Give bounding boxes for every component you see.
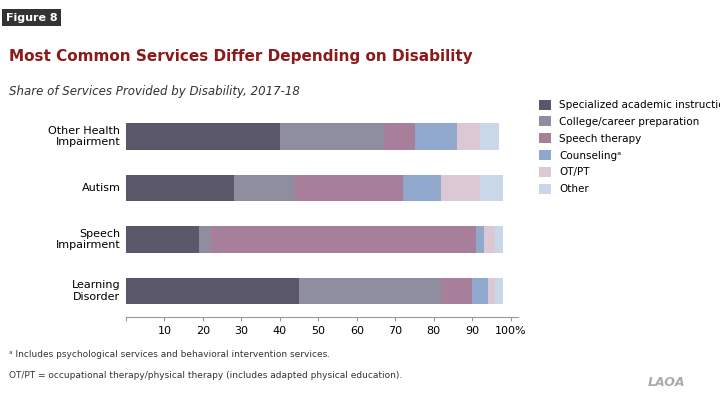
Bar xyxy=(472,278,487,305)
Legend: Specialized academic instruction, College/career preparation, Speech therapy, Co: Specialized academic instruction, Colleg… xyxy=(539,100,720,194)
Bar xyxy=(126,175,234,202)
Bar xyxy=(234,175,295,202)
Bar xyxy=(484,226,495,253)
Text: Figure 8: Figure 8 xyxy=(6,13,58,23)
Bar xyxy=(480,123,499,150)
Bar xyxy=(457,123,480,150)
Bar xyxy=(280,123,384,150)
Bar xyxy=(415,123,457,150)
Bar xyxy=(403,175,441,202)
Bar xyxy=(211,226,476,253)
Bar xyxy=(480,175,503,202)
Bar xyxy=(441,175,480,202)
Bar xyxy=(384,123,415,150)
Bar xyxy=(126,123,280,150)
Text: ᵃ Includes psychological services and behavioral intervention services.: ᵃ Includes psychological services and be… xyxy=(9,350,330,360)
Bar xyxy=(495,226,503,253)
Bar xyxy=(476,226,484,253)
Bar xyxy=(487,278,495,305)
Text: Most Common Services Differ Depending on Disability: Most Common Services Differ Depending on… xyxy=(9,50,472,65)
Bar xyxy=(199,226,211,253)
Bar xyxy=(126,278,299,305)
Bar xyxy=(495,278,503,305)
Bar xyxy=(299,278,441,305)
Bar xyxy=(295,175,403,202)
Text: Share of Services Provided by Disability, 2017-18: Share of Services Provided by Disability… xyxy=(9,85,300,98)
Text: OT/PT = occupational therapy/physical therapy (includes adapted physical educati: OT/PT = occupational therapy/physical th… xyxy=(9,371,402,381)
Bar xyxy=(441,278,472,305)
Text: LAOA: LAOA xyxy=(648,376,685,389)
Bar xyxy=(126,226,199,253)
